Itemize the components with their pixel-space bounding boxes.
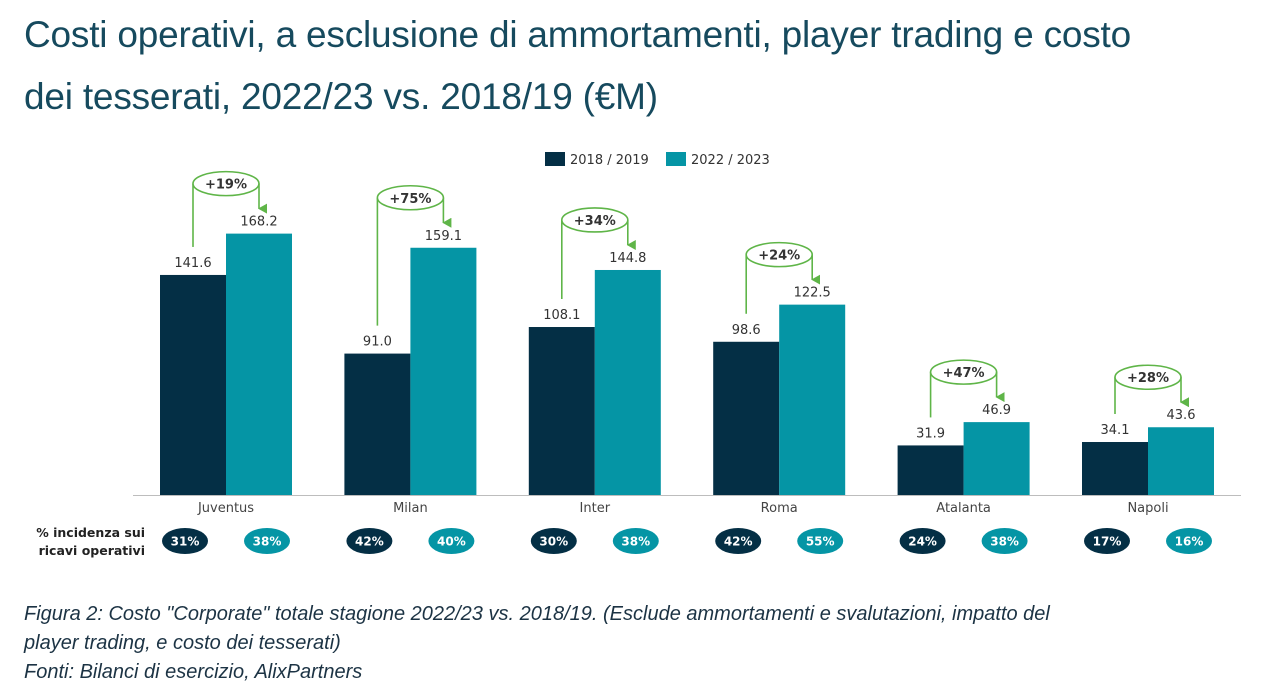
bar-2018-inter — [528, 327, 595, 495]
value-label-2022: 43.6 — [1167, 408, 1196, 423]
incidence-value-2018: 24% — [908, 535, 937, 549]
value-label-2022: 46.9 — [982, 403, 1011, 418]
incidence-value-2022: 38% — [253, 535, 282, 549]
bar-2022-atalanta — [963, 422, 1030, 495]
bar-2018-juventus — [160, 274, 226, 495]
incidence-label-line-1: % incidenza sui — [36, 525, 145, 540]
value-label-2018: 31.9 — [916, 426, 945, 441]
growth-annotations: +19% +75% +34% +24% +47% +28% — [192, 170, 1189, 418]
incidence-badge-2022 — [797, 528, 844, 554]
incidence-badge-2022 — [612, 528, 659, 554]
legend-label-2018: 2018 / 2019 — [570, 153, 649, 168]
incidence-badge-2018 — [346, 528, 393, 554]
legend: 2018 / 2019 2022 / 2023 — [545, 152, 770, 168]
bar-2018-napoli — [1082, 442, 1148, 495]
incidence-badge-2018 — [715, 528, 762, 554]
figure-caption: Figura 2: Costo "Corporate" totale stagi… — [24, 600, 1274, 687]
incidence-value-2018: 30% — [539, 535, 568, 549]
bars-group: 141.6 168.2 91.0 159.1 108.1 144.8 98.6 122.5 31… — [160, 215, 1214, 496]
incidence-value-2018: 42% — [355, 535, 384, 549]
growth-label: +24% — [758, 249, 800, 264]
bar-chart: 2018 / 2019 2022 / 2023 141.6 168.2 91.0 15… — [36, 152, 1241, 558]
bar-2022-milan — [410, 247, 477, 495]
incidence-badge-2022 — [1166, 528, 1212, 554]
growth-label: +34% — [574, 214, 616, 229]
chart-title-line-2: dei tesserati, 2022/23 vs. 2018/19 (€M) — [24, 76, 658, 117]
caption-sources: Fonti: Bilanci di esercizio, AlixPartner… — [24, 661, 363, 683]
growth-label: +19% — [205, 178, 247, 193]
incidence-value-2018: 42% — [724, 535, 753, 549]
bar-2018-milan — [344, 353, 411, 495]
incidence-value-2022: 38% — [621, 535, 650, 549]
x-tick-label: Milan — [393, 501, 428, 516]
value-label-2022: 122.5 — [794, 286, 831, 301]
value-label-2018: 141.6 — [174, 256, 211, 271]
x-tick-label: Atalanta — [936, 501, 991, 516]
bar-2018-roma — [713, 341, 780, 495]
chart-title: Costi operativi, a esclusione di ammorta… — [24, 4, 1264, 128]
x-tick-label: Napoli — [1127, 501, 1168, 516]
bar-2022-napoli — [1148, 427, 1214, 495]
incidence-row-label: % incidenza sui ricavi operativi — [36, 525, 145, 558]
legend-swatch-2022 — [666, 152, 686, 166]
x-tick-label: Juventus — [197, 501, 254, 516]
value-label-2018: 98.6 — [732, 323, 761, 338]
incidence-value-2022: 16% — [1175, 535, 1204, 549]
incidence-badge-2022 — [981, 528, 1028, 554]
value-label-2018: 91.0 — [363, 335, 392, 350]
incidence-value-2018: 31% — [171, 535, 200, 549]
value-label-2022: 144.8 — [609, 251, 646, 266]
legend-label-2022: 2022 / 2023 — [691, 153, 770, 168]
bar-2022-roma — [779, 304, 846, 495]
chart-title-line-1: Costi operativi, a esclusione di ammorta… — [24, 14, 1132, 55]
x-tick-labels: Juventus Milan Inter Roma Atalanta Napoli — [197, 501, 1169, 516]
incidence-badge-2018 — [162, 528, 208, 554]
value-label-2018: 34.1 — [1101, 423, 1130, 438]
bar-2018-atalanta — [897, 445, 964, 495]
value-label-2022: 159.1 — [425, 229, 462, 244]
incidence-badge-2018 — [1084, 528, 1130, 554]
value-label-2018: 108.1 — [543, 308, 580, 323]
incidence-badge-2018 — [530, 528, 577, 554]
caption-line-2: player trading, e costo dei tesserati) — [24, 632, 341, 654]
incidence-label-line-2: ricavi operativi — [39, 543, 145, 558]
legend-swatch-2018 — [545, 152, 565, 166]
incidence-badges: 31% 38% 42% 40% 30% 38% 42% 55% 24% 38% 17% 16% — [162, 528, 1212, 554]
caption-line-1: Figura 2: Costo "Corporate" totale stagi… — [24, 603, 1050, 625]
value-label-2022: 168.2 — [240, 215, 277, 230]
x-tick-label: Inter — [580, 501, 611, 516]
growth-label: +75% — [389, 192, 431, 207]
incidence-value-2022: 38% — [990, 535, 1019, 549]
incidence-badge-2018 — [899, 528, 946, 554]
growth-label: +28% — [1127, 371, 1169, 386]
bar-2022-inter — [594, 269, 661, 495]
incidence-value-2022: 55% — [806, 535, 835, 549]
incidence-badge-2022 — [244, 528, 290, 554]
incidence-value-2022: 40% — [437, 535, 466, 549]
incidence-value-2018: 17% — [1093, 535, 1122, 549]
x-tick-label: Roma — [761, 501, 798, 516]
bar-2022-juventus — [226, 233, 292, 496]
growth-label: +47% — [943, 366, 985, 381]
incidence-badge-2022 — [428, 528, 475, 554]
